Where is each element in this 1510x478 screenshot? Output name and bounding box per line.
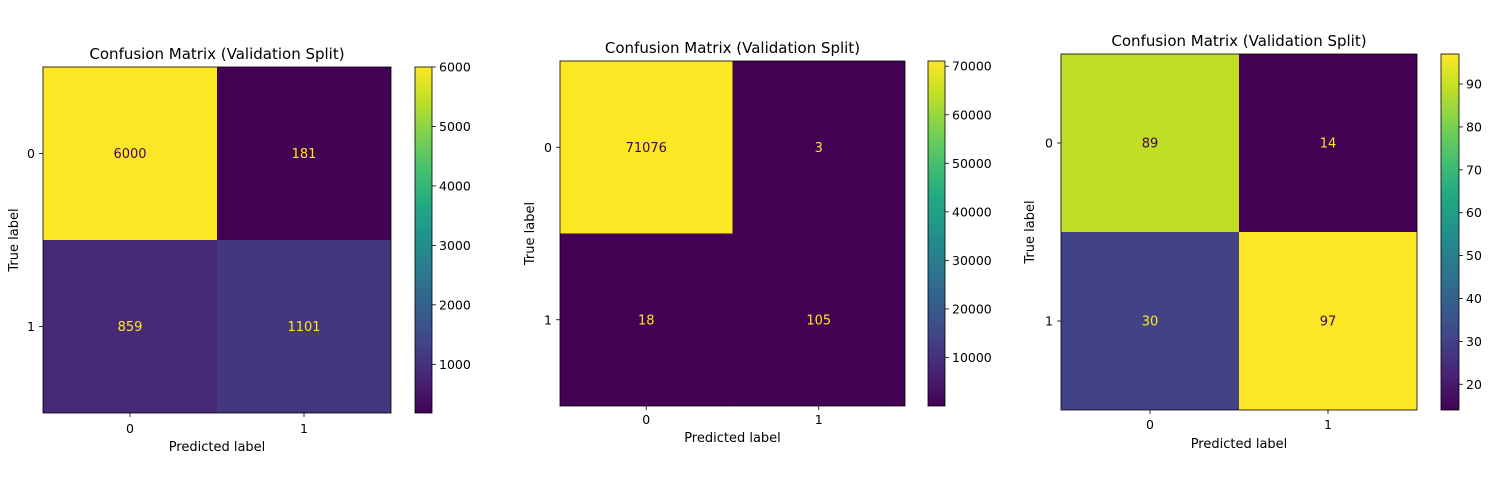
matrix-cell-1-0 [43, 240, 217, 413]
cell-value-1-1: 1101 [287, 320, 320, 335]
cell-value-0-0: 6000 [113, 147, 146, 162]
y-tick-label: 0 [544, 140, 552, 155]
colorbar-tick-label: 10000 [952, 350, 992, 365]
matrix-cell-0-0 [43, 67, 217, 240]
cell-value-1-0: 30 [1142, 315, 1159, 330]
matrix-cell-0-0 [560, 61, 733, 234]
x-tick-label: 0 [126, 421, 134, 436]
x-axis-label: Predicted label [684, 431, 781, 446]
x-axis-label: Predicted label [1191, 437, 1288, 452]
cell-value-1-1: 105 [806, 313, 831, 328]
cell-value-0-1: 14 [1320, 137, 1337, 152]
chart-title: Confusion Matrix (Validation Split) [605, 39, 860, 57]
colorbar [927, 60, 946, 407]
colorbar-tick-label: 6000 [439, 60, 471, 75]
cell-value-1-1: 97 [1320, 315, 1337, 330]
matrix-cell-1-0 [560, 233, 733, 406]
y-axis-label: True label [523, 202, 538, 266]
confusion-matrix-1: Confusion Matrix (Validation Split) 6000 1… [7, 45, 471, 455]
colorbar-tick-label: 60000 [952, 107, 992, 122]
matrix-cell-1-1 [1239, 232, 1417, 410]
y-tick-label: 0 [27, 146, 35, 161]
y-tick-label: 1 [1045, 314, 1053, 329]
colorbar-tick-label: 50000 [952, 156, 992, 171]
colorbar [1440, 53, 1460, 411]
colorbar-tick-label: 3000 [439, 238, 471, 253]
matrix-cell-1-1 [217, 240, 391, 413]
y-axis-label: True label [7, 208, 22, 272]
x-axis-label: Predicted label [169, 440, 266, 455]
cell-value-1-0: 859 [118, 320, 143, 335]
y-tick-label: 0 [1045, 136, 1053, 151]
colorbar-tick-label: 20000 [952, 301, 992, 316]
colorbar-tick-label: 30 [1466, 334, 1482, 349]
colorbar-tick-label: 5000 [439, 119, 471, 134]
matrix-cell-0-0 [1061, 54, 1239, 232]
y-tick-label: 1 [544, 312, 552, 327]
x-tick-label: 1 [300, 421, 308, 436]
axes-frame [1060, 53, 1418, 411]
colorbar-tick-label: 4000 [439, 178, 471, 193]
cell-value-0-1: 181 [292, 147, 317, 162]
colorbar-tick-label: 2000 [439, 297, 471, 312]
colorbar [414, 66, 433, 414]
matrix-cell-1-0 [1061, 232, 1239, 410]
matrix-cell-0-1 [1239, 54, 1417, 232]
chart-title: Confusion Matrix (Validation Split) [1111, 32, 1366, 50]
cell-value-0-0: 71076 [626, 141, 667, 156]
confusion-matrix-3: Confusion Matrix (Validation Split) 89 14 3… [1023, 32, 1482, 452]
cell-value-0-0: 89 [1142, 137, 1159, 152]
matrix-cell-1-1 [732, 233, 905, 406]
chart-title: Confusion Matrix (Validation Split) [89, 45, 344, 63]
cell-value-0-1: 3 [815, 141, 823, 156]
axes-frame [559, 60, 906, 407]
colorbar-tick-label: 50 [1466, 248, 1482, 263]
colorbar-tick-label: 70000 [952, 59, 992, 74]
colorbar-tick-label: 1000 [439, 357, 471, 372]
x-tick-label: 0 [642, 412, 650, 427]
matrix-cell-0-1 [217, 67, 391, 240]
confusion-matrix-2: Confusion Matrix (Validation Split) 71076… [523, 39, 992, 446]
colorbar-tick-label: 40 [1466, 291, 1482, 306]
matrix-cell-0-1 [732, 61, 905, 234]
colorbar-tick-label: 20 [1466, 377, 1482, 392]
y-axis-label: True label [1023, 200, 1038, 264]
x-tick-label: 1 [815, 412, 823, 427]
cell-value-1-0: 18 [638, 313, 655, 328]
colorbar-tick-label: 70 [1466, 162, 1482, 177]
colorbar-tick-label: 90 [1466, 77, 1482, 92]
colorbar-tick-label: 80 [1466, 119, 1482, 134]
y-tick-label: 1 [27, 319, 35, 334]
colorbar-tick-label: 60 [1466, 205, 1482, 220]
colorbar-tick-label: 40000 [952, 204, 992, 219]
x-tick-label: 0 [1146, 417, 1154, 432]
x-tick-label: 1 [1324, 417, 1332, 432]
colorbar-tick-label: 30000 [952, 253, 992, 268]
axes-frame [42, 66, 392, 414]
